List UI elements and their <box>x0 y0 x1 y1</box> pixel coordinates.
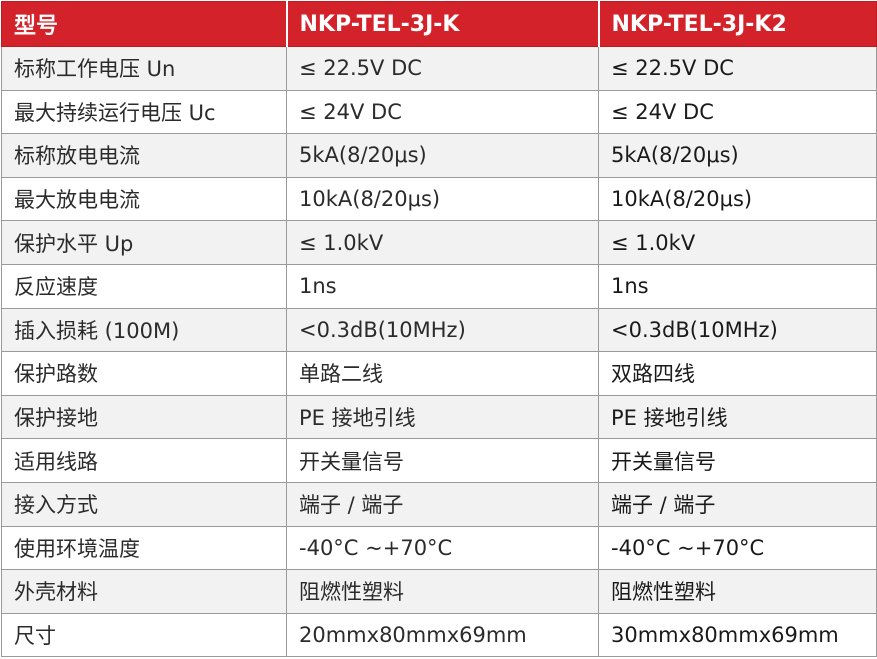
table-row: 插入损耗 (100M) <0.3dB(10MHz) <0.3dB(10MHz) <box>1 307 877 353</box>
param-cell: 适用线路 <box>1 438 287 483</box>
table-header: 型号 NKP-TEL-3J-K NKP-TEL-3J-K2 <box>1 1 877 47</box>
value-cell-k: 开关量信号 <box>286 438 599 483</box>
value-cell-k2: <0.3dB(10MHz) <box>598 307 877 353</box>
table-row: 反应速度 1ns 1ns <box>1 263 877 309</box>
table-row: 保护水平 Up ≤ 1.0kV ≤ 1.0kV <box>1 220 877 265</box>
table-row: 标称工作电压 Un ≤ 22.5V DC ≤ 22.5V DC <box>1 46 877 91</box>
value-cell-k: 20mmx80mmx69mm <box>286 612 599 658</box>
param-cell: 保护水平 Up <box>1 220 287 265</box>
value-cell-k2: ≤ 24V DC <box>598 89 877 135</box>
value-cell-k2: -40°C ~+70°C <box>598 525 877 571</box>
value-cell-k: 10kA(8/20μs) <box>286 176 599 222</box>
header-model-label: 型号 <box>1 1 288 47</box>
value-cell-k: -40°C ~+70°C <box>286 525 599 571</box>
param-cell: 保护接地 <box>1 394 287 440</box>
value-cell-k2: 30mmx80mmx69mm <box>598 612 877 658</box>
value-cell-k2: 5kA(8/20μs) <box>598 133 877 178</box>
value-cell-k2: ≤ 22.5V DC <box>598 46 877 91</box>
value-cell-k2: 阻燃性塑料 <box>598 569 877 614</box>
param-cell: 最大放电电流 <box>1 176 287 222</box>
value-cell-k: 单路二线 <box>286 351 599 396</box>
table-row: 接入方式 端子 / 端子 端子 / 端子 <box>1 481 877 527</box>
value-cell-k: <0.3dB(10MHz) <box>286 307 599 353</box>
value-cell-k: 1ns <box>286 263 599 309</box>
value-cell-k: 阻燃性塑料 <box>286 569 599 614</box>
value-cell-k: ≤ 1.0kV <box>286 220 599 265</box>
value-cell-k2: 10kA(8/20μs) <box>598 176 877 222</box>
param-cell: 最大持续运行电压 Uc <box>1 89 287 135</box>
value-cell-k2: 端子 / 端子 <box>598 481 877 527</box>
table-row: 尺寸 20mmx80mmx69mm 30mmx80mmx69mm <box>1 612 877 658</box>
table-row: 标称放电电流 5kA(8/20μs) 5kA(8/20μs) <box>1 133 877 178</box>
param-cell: 保护路数 <box>1 351 287 396</box>
header-row: 型号 NKP-TEL-3J-K NKP-TEL-3J-K2 <box>1 1 877 47</box>
param-cell: 标称工作电压 Un <box>1 46 287 91</box>
table-body: 标称工作电压 Un ≤ 22.5V DC ≤ 22.5V DC 最大持续运行电压… <box>1 46 877 658</box>
value-cell-k2: ≤ 1.0kV <box>598 220 877 265</box>
param-cell: 插入损耗 (100M) <box>1 307 287 353</box>
param-cell: 外壳材料 <box>1 569 287 614</box>
header-model-k: NKP-TEL-3J-K <box>286 1 600 47</box>
value-cell-k: 端子 / 端子 <box>286 481 599 527</box>
value-cell-k2: 1ns <box>598 263 877 309</box>
value-cell-k: ≤ 22.5V DC <box>286 46 599 91</box>
param-cell: 使用环境温度 <box>1 525 287 571</box>
table-row: 最大放电电流 10kA(8/20μs) 10kA(8/20μs) <box>1 176 877 222</box>
param-cell: 标称放电电流 <box>1 133 287 178</box>
value-cell-k: PE 接地引线 <box>286 394 599 440</box>
table-row: 保护接地 PE 接地引线 PE 接地引线 <box>1 394 877 440</box>
table-row: 最大持续运行电压 Uc ≤ 24V DC ≤ 24V DC <box>1 89 877 135</box>
value-cell-k2: 双路四线 <box>598 351 877 396</box>
table-row: 适用线路 开关量信号 开关量信号 <box>1 438 877 483</box>
header-model-k2: NKP-TEL-3J-K2 <box>598 1 877 47</box>
value-cell-k: ≤ 24V DC <box>286 89 599 135</box>
param-cell: 尺寸 <box>1 612 287 658</box>
table-row: 保护路数 单路二线 双路四线 <box>1 351 877 396</box>
table-row: 使用环境温度 -40°C ~+70°C -40°C ~+70°C <box>1 525 877 571</box>
value-cell-k2: 开关量信号 <box>598 438 877 483</box>
param-cell: 反应速度 <box>1 263 287 309</box>
value-cell-k: 5kA(8/20μs) <box>286 133 599 178</box>
param-cell: 接入方式 <box>1 481 287 527</box>
value-cell-k2: PE 接地引线 <box>598 394 877 440</box>
table-row: 外壳材料 阻燃性塑料 阻燃性塑料 <box>1 569 877 614</box>
